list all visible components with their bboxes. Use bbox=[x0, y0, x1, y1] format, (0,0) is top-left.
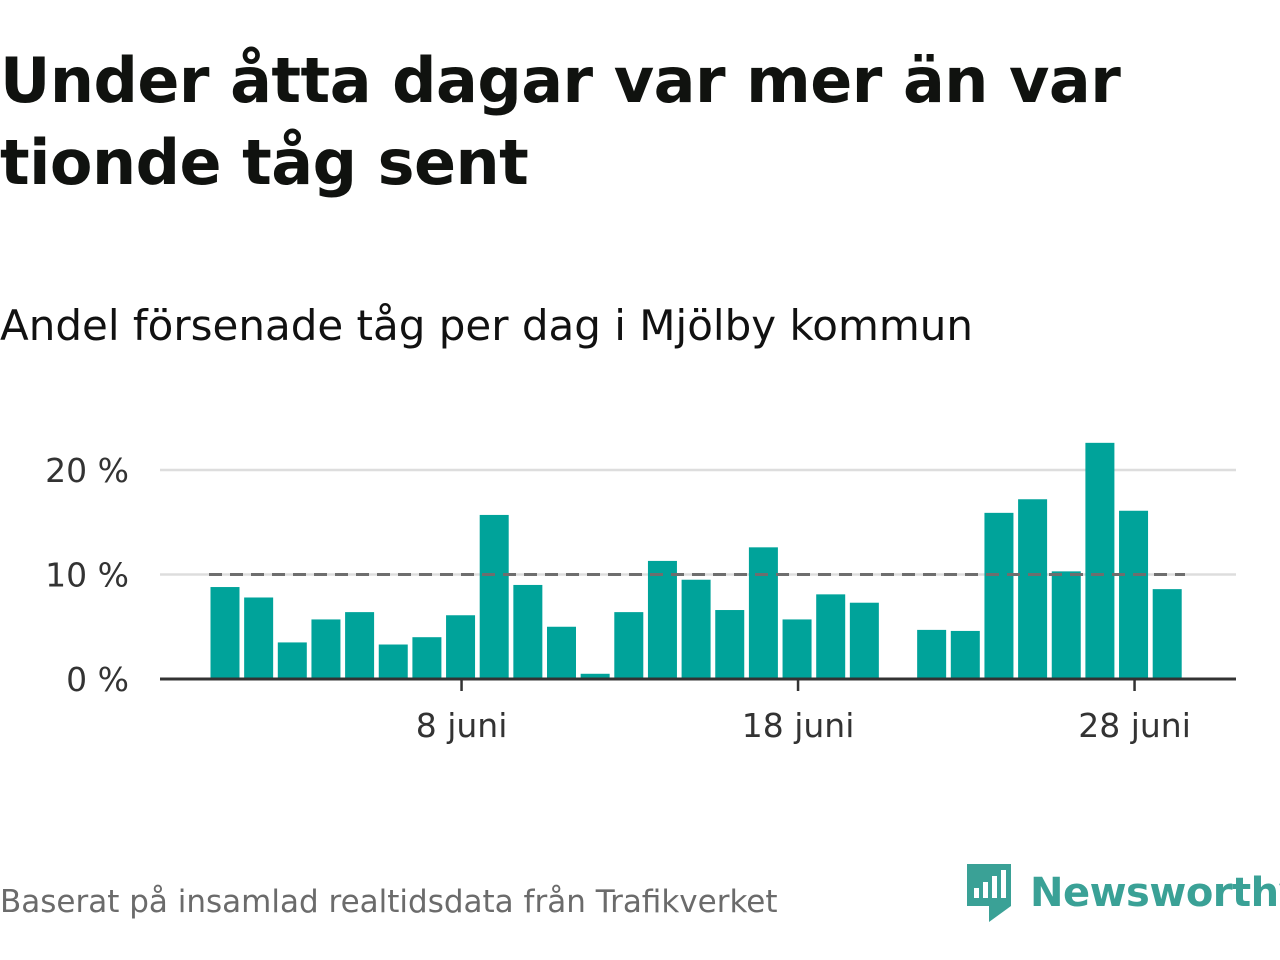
x-tick-label: 18 juni bbox=[742, 706, 855, 745]
y-tick-label: 10 % bbox=[45, 556, 129, 595]
x-tick-label: 28 juni bbox=[1078, 706, 1191, 745]
x-tick-label: 8 juni bbox=[416, 706, 508, 745]
bar bbox=[311, 619, 341, 679]
bar bbox=[210, 587, 240, 679]
bar bbox=[681, 579, 711, 679]
newsworthy-bar-chart-icon bbox=[967, 864, 1011, 922]
bar bbox=[917, 629, 947, 679]
bar bbox=[849, 602, 879, 679]
bar bbox=[446, 615, 476, 679]
brand-logo[interactable]: Newsworthy bbox=[964, 862, 1280, 924]
bar bbox=[412, 637, 442, 679]
logo-bar bbox=[992, 876, 997, 898]
bar bbox=[1152, 589, 1182, 679]
bar bbox=[614, 612, 644, 679]
bar bbox=[277, 642, 307, 679]
bar bbox=[513, 584, 543, 679]
bar bbox=[984, 512, 1014, 679]
bar bbox=[715, 610, 745, 679]
bar bbox=[547, 626, 576, 679]
bar bbox=[244, 597, 274, 679]
chart-title: Under åtta dagar var mer än var tionde t… bbox=[0, 44, 1121, 199]
logo-bar bbox=[1001, 870, 1006, 898]
y-tick-label: 20 % bbox=[45, 451, 129, 490]
bar bbox=[479, 514, 509, 679]
bar bbox=[950, 630, 980, 679]
bar bbox=[1085, 442, 1115, 679]
logo-bar bbox=[974, 888, 979, 898]
y-tick-label: 0 % bbox=[66, 660, 129, 699]
bar bbox=[345, 612, 375, 679]
bar bbox=[782, 619, 812, 679]
source-note: Baserat på insamlad realtidsdata från Tr… bbox=[0, 884, 778, 920]
bar bbox=[647, 560, 677, 679]
bar bbox=[816, 594, 846, 679]
bar bbox=[1051, 571, 1081, 679]
bar bbox=[1119, 510, 1149, 679]
brand-name: Newsworthy bbox=[1030, 870, 1280, 916]
chart-subtitle: Andel försenade tåg per dag i Mjölby kom… bbox=[0, 301, 974, 350]
bar bbox=[580, 673, 610, 679]
bar bbox=[378, 644, 408, 679]
bar bbox=[748, 547, 778, 679]
logo-bar bbox=[983, 882, 988, 898]
logo-badge-shape bbox=[967, 864, 1011, 922]
bar bbox=[1018, 499, 1048, 679]
